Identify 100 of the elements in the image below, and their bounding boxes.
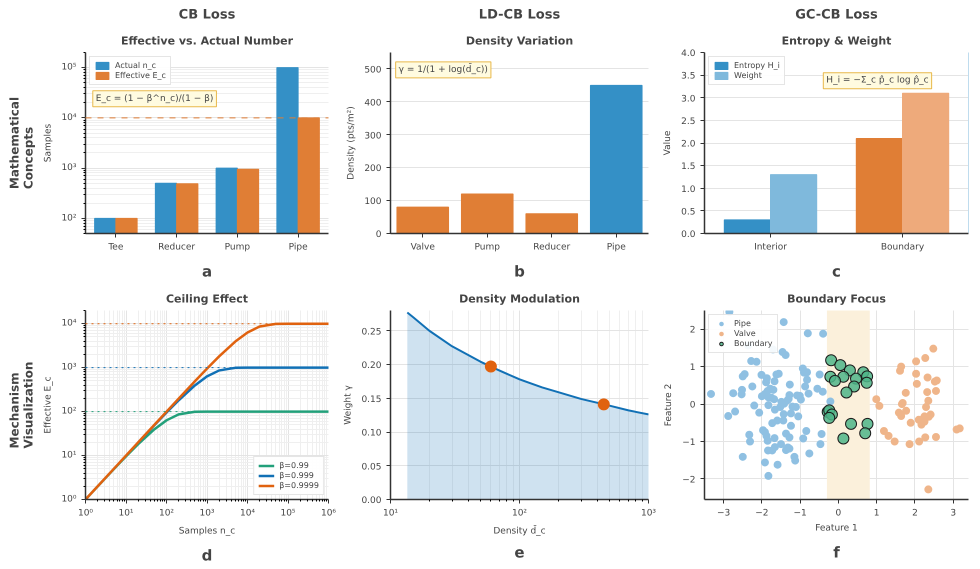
text: b [514, 262, 526, 280]
y-tick-label: 0.00 [361, 496, 382, 506]
y-tick-label: 10¹ [61, 450, 77, 461]
y-axis-title: Density (pts/m²) [346, 106, 356, 180]
y-tick-label: 1.0 [681, 184, 696, 195]
x-tick-label: 10² [158, 508, 174, 518]
y-tick-label: 10⁰ [61, 494, 77, 504]
chart-subtitle: CB Loss [178, 8, 236, 22]
x-tick-label: −2 [755, 508, 769, 518]
y-tick-label: 0.05 [361, 462, 382, 472]
y-tick-label: 2.0 [681, 140, 696, 150]
y-tick-label: 0.20 [361, 361, 382, 371]
x-tick-label: Reducer [158, 242, 196, 252]
y-tick-label: 300 [364, 131, 382, 142]
x-tick-label: Pump [474, 242, 500, 252]
annotation: γ = 1/(1 + log(d̄_c)) [398, 63, 488, 75]
y-tick-label: 400 [364, 98, 382, 108]
y-axis-title: Value [663, 130, 674, 156]
y-tick-label: 2 [690, 326, 696, 336]
y-tick-label: 0 [376, 230, 382, 240]
y-tick-label: 10³ [61, 362, 77, 373]
x-tick-label: 10¹ [382, 508, 398, 518]
y-tick-label: 0.0 [681, 230, 696, 240]
x-tick-label: Reducer [533, 242, 571, 252]
y-tick-label: 0.15 [361, 394, 382, 405]
x-tick-label: 10¹ [118, 508, 134, 518]
x-tick-label: 1 [874, 508, 880, 518]
text: d [202, 546, 212, 564]
x-tick-label: 10⁴ [240, 508, 256, 518]
text: e [514, 544, 525, 562]
y-axis-title: Effective E_c [43, 376, 54, 434]
legend-label: β=0.999 [279, 471, 314, 480]
annotation: E_c = (1 − β^n_c)/(1 − β) [96, 94, 214, 104]
y-tick-label: 10⁵ [61, 62, 77, 73]
text: Mechanism Visualization [8, 362, 36, 448]
x-axis-title: Feature 1 [815, 524, 858, 534]
x-tick-label: −3 [716, 508, 730, 518]
y-tick-label: 0 [690, 400, 696, 411]
y-tick-label: −2 [682, 475, 696, 486]
y-tick-label: 0.5 [681, 207, 696, 218]
legend-label: Entropy H_i [734, 61, 780, 70]
x-tick-label: 10⁶ [320, 508, 336, 518]
text: a [202, 262, 212, 280]
y-tick-label: 10² [61, 406, 77, 417]
x-tick-label: Valve [410, 242, 436, 252]
y-tick-label: 500 [364, 65, 382, 76]
x-tick-label: 2 [912, 508, 918, 518]
x-axis-title: Samples n_c [178, 526, 236, 536]
y-axis-title: Samples [43, 123, 54, 162]
y-tick-label: 100 [364, 197, 382, 208]
x-tick-label: 10² [512, 508, 528, 518]
chart-title: Boundary Focus [787, 292, 886, 306]
y-axis-title: Feature 2 [664, 384, 674, 426]
x-axis-title: Density d̄_c [493, 524, 546, 536]
y-tick-label: 3.5 [681, 72, 696, 82]
y-tick-label: 10³ [61, 163, 77, 174]
text: f [833, 544, 840, 562]
x-tick-label: 10³ [640, 508, 656, 518]
text: c [832, 262, 841, 280]
legend-label: β=0.99 [279, 461, 309, 470]
y-tick-label: 1.5 [681, 162, 696, 172]
y-tick-label: 3.0 [681, 94, 696, 104]
chart-title: Ceiling Effect [166, 292, 248, 306]
chart-subtitle: LD-CB Loss [478, 8, 560, 22]
legend-label: Effective E_c [115, 71, 166, 80]
y-tick-label: 1 [690, 363, 696, 374]
y-tick-label: 0.25 [361, 327, 382, 338]
y-tick-label: 10² [61, 213, 77, 224]
x-tick-label: 3 [950, 508, 956, 518]
x-tick-label: −1 [794, 508, 807, 518]
x-tick-label: 10⁵ [280, 508, 296, 518]
y-tick-label: 10⁴ [61, 318, 77, 329]
legend-label: Valve [734, 329, 756, 338]
chart-subtitle: GC-CB Loss [795, 8, 878, 22]
y-axis-title: Weight γ [343, 384, 354, 425]
x-tick-label: Pump [224, 242, 250, 252]
chart-title: Effective vs. Actual Number [120, 34, 294, 48]
y-tick-label: 2.5 [681, 116, 696, 127]
y-tick-label: −1 [682, 438, 696, 448]
x-tick-label: Pipe [606, 242, 626, 252]
annotation: H_i = −Σ_c p̂_c log p̂_c [826, 74, 929, 86]
x-tick-label: Boundary [880, 242, 925, 252]
x-tick-label: Interior [754, 242, 788, 252]
legend-label: Weight [734, 71, 762, 80]
legend-label: Pipe [734, 319, 752, 328]
x-tick-label: 10³ [199, 508, 215, 518]
legend-label: β=0.9999 [279, 481, 319, 490]
chart-title: Density Modulation [459, 292, 580, 306]
legend-label: Boundary [734, 339, 773, 348]
y-tick-label: 200 [364, 164, 382, 174]
x-tick-label: 10⁰ [78, 508, 94, 518]
chart-title: Entropy & Weight [782, 34, 892, 48]
y-tick-label: 4.0 [681, 49, 696, 59]
x-tick-label: 0 [836, 508, 842, 518]
x-tick-label: Tee [107, 242, 124, 252]
x-tick-label: Pipe [288, 242, 308, 252]
y-tick-label: 10⁴ [61, 112, 77, 123]
y-tick-label: 0.10 [361, 428, 382, 438]
chart-title: Density Variation [466, 34, 574, 48]
text: Mathematical Concepts [8, 96, 36, 190]
